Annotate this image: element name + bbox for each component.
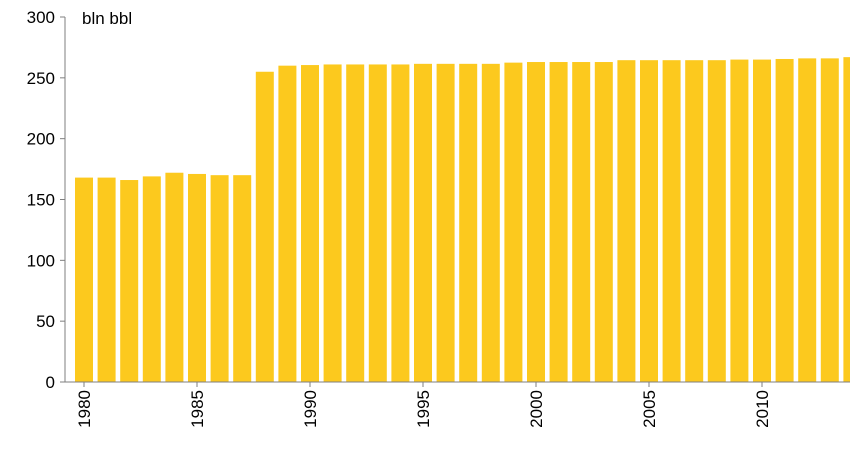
bar-1997 <box>459 63 478 383</box>
bar-1987 <box>233 175 252 382</box>
bar-1996 <box>436 63 455 383</box>
bar-2014 <box>843 57 850 383</box>
x-ticks-group: 19801985199019952000200520102015 <box>75 382 772 428</box>
y-tick-label: 100 <box>27 251 55 270</box>
x-tick-label: 2000 <box>527 390 546 428</box>
x-tick-label: 1980 <box>75 390 94 428</box>
bar-2012 <box>798 58 817 383</box>
bar-1995 <box>414 63 432 383</box>
x-tick-label: 1985 <box>188 390 207 428</box>
bar-1984 <box>165 172 184 382</box>
bar-2010 <box>753 59 771 382</box>
bar-2005 <box>640 60 658 382</box>
bar-2011 <box>775 58 794 382</box>
bar-1986 <box>210 175 229 382</box>
bar-2009 <box>730 59 749 382</box>
bar-1994 <box>391 64 410 382</box>
bar-2002 <box>572 62 591 383</box>
bar-1990 <box>301 65 319 382</box>
x-tick-label: 1995 <box>414 390 433 428</box>
x-tick-label: 2010 <box>753 390 772 428</box>
bar-1988 <box>255 71 274 382</box>
bar-2001 <box>549 62 568 383</box>
bar-1981 <box>97 177 116 382</box>
y-tick-label: 250 <box>27 69 55 88</box>
bar-2003 <box>594 62 613 383</box>
bar-2013 <box>820 58 839 383</box>
bar-1991 <box>323 64 342 382</box>
y-tick-label: 200 <box>27 130 55 149</box>
bar-2000 <box>527 62 545 383</box>
bar-1985 <box>188 173 206 382</box>
bars-group <box>75 57 850 383</box>
x-tick-label: 2005 <box>640 390 659 428</box>
bar-1983 <box>142 176 161 382</box>
bar-1993 <box>368 64 387 382</box>
bar-1998 <box>481 63 500 383</box>
bar-2004 <box>617 60 636 382</box>
bar-1992 <box>346 64 365 382</box>
y-tick-label: 0 <box>46 373 55 392</box>
bar-2008 <box>707 60 726 382</box>
bar-1980 <box>75 177 93 382</box>
y-ticks-group: 0 50 100 150 200 250 300 <box>27 8 65 392</box>
unit-label: bln bbl <box>82 9 132 28</box>
bar-2007 <box>685 60 704 382</box>
x-tick-label: 1990 <box>301 390 320 428</box>
y-tick-label: 300 <box>27 8 55 27</box>
bar-1989 <box>278 65 297 383</box>
bar-1982 <box>120 180 139 382</box>
bar-2006 <box>662 60 681 382</box>
y-tick-label: 50 <box>36 312 55 331</box>
y-tick-label: 150 <box>27 191 55 210</box>
bar-1999 <box>504 62 523 383</box>
